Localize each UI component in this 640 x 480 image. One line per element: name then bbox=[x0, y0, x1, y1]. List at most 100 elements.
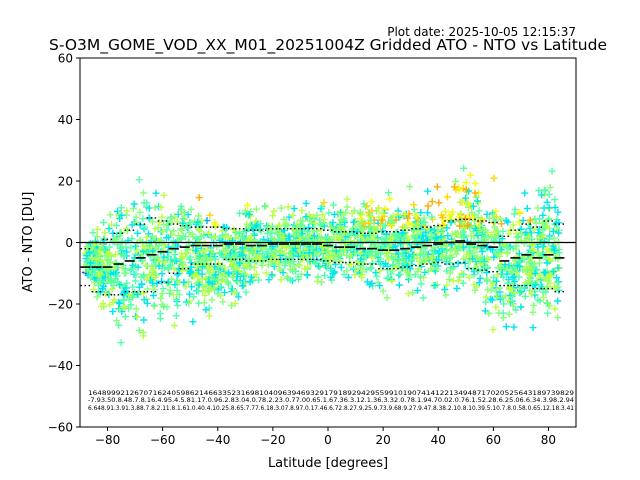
data-point bbox=[268, 271, 276, 279]
data-point bbox=[290, 205, 298, 213]
data-point bbox=[218, 262, 226, 270]
x-axis-ticks: −80 −60 −40 −20 0 20 40 60 80 bbox=[95, 427, 556, 447]
data-point bbox=[194, 272, 202, 280]
data-point bbox=[528, 235, 536, 243]
data-point bbox=[505, 297, 513, 305]
data-point bbox=[178, 226, 186, 234]
data-point bbox=[164, 265, 172, 273]
data-point bbox=[99, 300, 107, 307]
data-point bbox=[152, 189, 160, 197]
data-point bbox=[452, 178, 460, 185]
data-point bbox=[497, 215, 505, 223]
data-point bbox=[388, 267, 396, 275]
data-point bbox=[318, 211, 326, 219]
data-point bbox=[446, 259, 454, 267]
data-point bbox=[459, 279, 467, 287]
data-point bbox=[443, 267, 451, 275]
data-point bbox=[343, 266, 351, 274]
data-point bbox=[228, 261, 236, 269]
data-point bbox=[335, 210, 343, 218]
data-point bbox=[187, 263, 195, 271]
data-point bbox=[223, 278, 231, 286]
data-point bbox=[167, 219, 175, 226]
data-point bbox=[282, 222, 290, 229]
data-point bbox=[264, 230, 272, 238]
data-point bbox=[90, 286, 98, 294]
data-point bbox=[492, 303, 500, 311]
annotation-rows: 1648999212670716240598621466335231698104… bbox=[88, 389, 574, 412]
data-point bbox=[424, 209, 432, 217]
data-point bbox=[434, 229, 442, 237]
data-point bbox=[98, 303, 105, 311]
data-point bbox=[245, 211, 253, 219]
data-point bbox=[400, 234, 408, 242]
data-point bbox=[140, 189, 147, 197]
data-point bbox=[375, 204, 383, 212]
data-point bbox=[304, 263, 312, 271]
data-point bbox=[171, 281, 179, 289]
data-point bbox=[219, 298, 227, 306]
data-point bbox=[424, 187, 432, 195]
data-point bbox=[481, 307, 489, 315]
x-tick-label: 80 bbox=[541, 433, 556, 447]
data-point bbox=[404, 290, 412, 298]
data-point bbox=[149, 232, 156, 240]
data-point bbox=[529, 308, 537, 316]
data-point bbox=[510, 323, 518, 331]
data-point bbox=[263, 222, 271, 230]
data-point bbox=[442, 291, 450, 299]
data-point bbox=[405, 235, 413, 243]
data-point bbox=[490, 274, 498, 282]
data-point bbox=[386, 195, 394, 203]
data-point bbox=[471, 248, 479, 256]
data-point bbox=[286, 260, 294, 268]
data-point bbox=[178, 250, 185, 258]
data-point bbox=[543, 283, 551, 291]
data-point bbox=[543, 198, 551, 206]
data-point bbox=[403, 224, 411, 232]
data-point bbox=[219, 237, 226, 245]
data-point bbox=[554, 297, 562, 305]
data-point bbox=[89, 229, 97, 237]
data-point bbox=[405, 219, 413, 227]
data-point bbox=[531, 291, 539, 299]
data-point bbox=[221, 288, 229, 296]
data-point bbox=[117, 339, 125, 347]
data-point bbox=[109, 308, 117, 315]
data-point bbox=[483, 210, 491, 218]
data-point bbox=[545, 255, 553, 263]
data-point bbox=[227, 302, 235, 310]
data-point bbox=[303, 271, 311, 279]
data-point bbox=[186, 269, 194, 277]
data-point bbox=[459, 184, 467, 192]
data-point bbox=[550, 268, 558, 276]
data-point bbox=[228, 273, 236, 281]
data-point bbox=[195, 212, 202, 220]
data-point bbox=[433, 183, 441, 191]
data-point bbox=[192, 247, 200, 254]
data-point bbox=[218, 275, 226, 283]
data-point bbox=[320, 216, 328, 224]
data-point bbox=[110, 282, 118, 290]
data-point bbox=[120, 289, 128, 297]
data-point bbox=[248, 249, 256, 257]
data-point bbox=[289, 211, 297, 219]
data-point bbox=[186, 290, 193, 298]
data-point bbox=[212, 264, 220, 272]
data-point bbox=[339, 247, 347, 255]
data-point bbox=[93, 293, 101, 301]
data-point bbox=[413, 212, 421, 219]
data-point bbox=[515, 273, 523, 281]
data-point bbox=[416, 251, 424, 259]
data-point bbox=[543, 259, 551, 267]
x-tick-label: −40 bbox=[205, 433, 230, 447]
data-point bbox=[91, 240, 98, 248]
data-point bbox=[388, 277, 396, 285]
data-point bbox=[165, 252, 173, 260]
data-point bbox=[443, 224, 451, 232]
data-point bbox=[405, 252, 413, 260]
data-point bbox=[335, 258, 343, 266]
data-point bbox=[196, 227, 204, 235]
data-point bbox=[549, 227, 557, 235]
data-point bbox=[83, 258, 91, 266]
